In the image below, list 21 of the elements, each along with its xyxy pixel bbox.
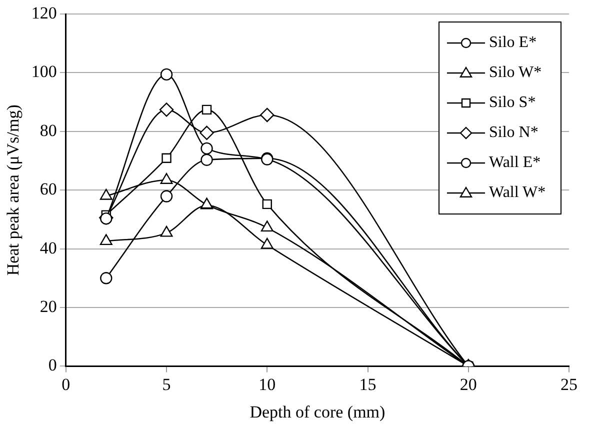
x-tick-label: 25 (560, 374, 578, 394)
y-tick-label: 40 (40, 238, 57, 258)
x-tick-label: 0 (62, 374, 70, 394)
legend-label: Wall W* (489, 184, 546, 202)
x-tick-label: 5 (162, 374, 171, 394)
y-tick-label: 60 (40, 180, 57, 199)
x-tick-label: 15 (359, 374, 376, 394)
x-tick-label: 10 (258, 374, 276, 394)
y-tick-label: 100 (31, 62, 57, 82)
y-axis-title: Heat peak area (μVs/mg) (4, 104, 23, 276)
legend-label: Silo S* (489, 94, 536, 112)
y-tick-label: 120 (31, 3, 57, 22)
y-tick-label: 80 (40, 120, 57, 140)
legend-label: Silo W* (489, 64, 542, 82)
legend-label: Silo N* (489, 124, 538, 142)
x-tick-label: 20 (460, 374, 477, 394)
legend-label: Silo E* (489, 34, 537, 52)
legend-label: Wall E* (489, 154, 541, 172)
y-tick-label: 20 (40, 296, 57, 316)
x-axis-title: Depth of core (mm) (250, 402, 386, 422)
y-tick-label: 0 (48, 356, 57, 375)
